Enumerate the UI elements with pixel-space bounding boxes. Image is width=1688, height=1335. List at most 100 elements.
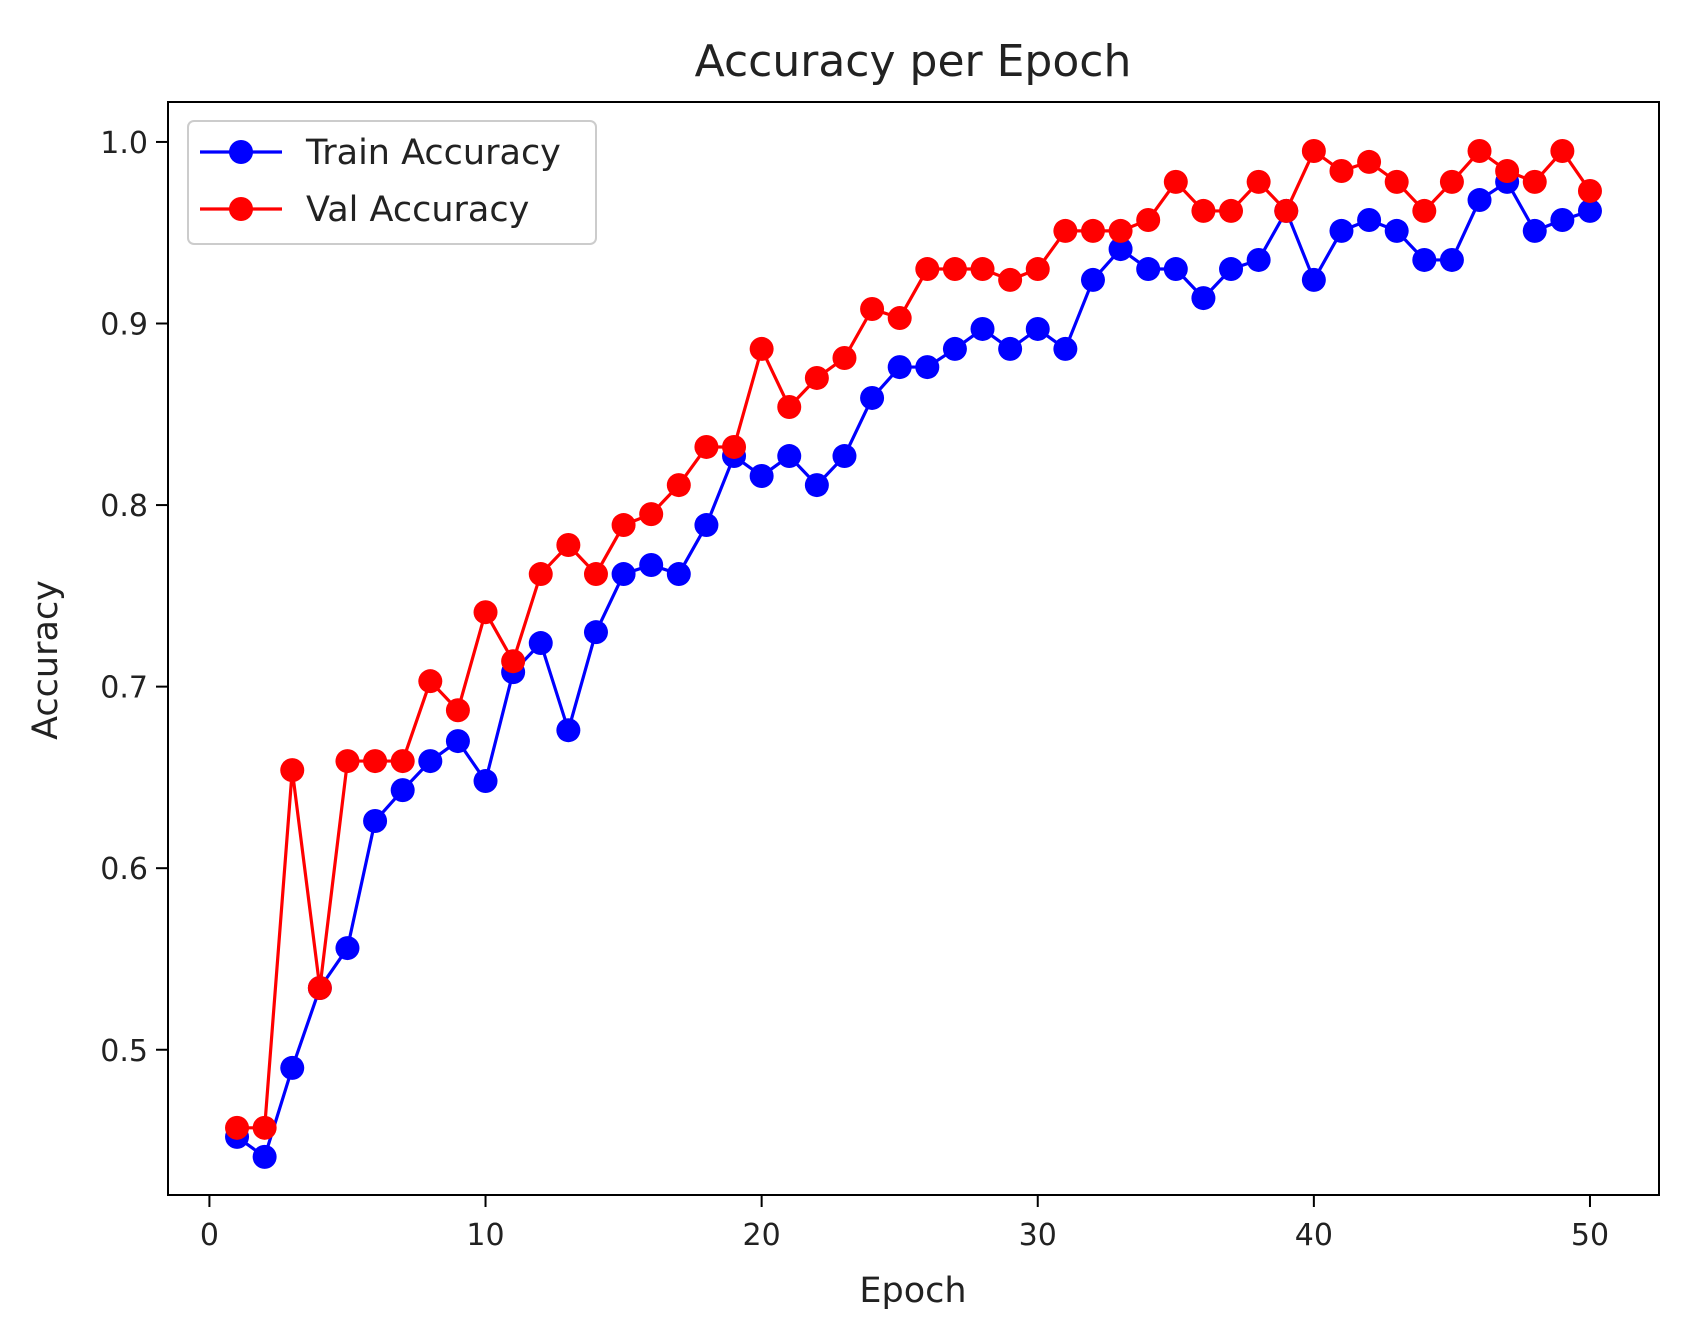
train-accuracy-point <box>335 936 360 961</box>
val-accuracy-point <box>418 669 443 694</box>
val-accuracy-point <box>915 257 940 282</box>
train-accuracy-point <box>445 729 470 754</box>
y-tick-label: 0.7 <box>100 671 148 706</box>
val-accuracy-point <box>473 600 498 625</box>
val-accuracy-point <box>1080 218 1105 243</box>
val-accuracy-point <box>1136 208 1161 233</box>
train-accuracy-point <box>583 620 608 645</box>
val-accuracy-point <box>390 749 415 774</box>
val-accuracy-point <box>1412 198 1437 223</box>
train-accuracy-point <box>1357 208 1382 233</box>
train-accuracy-point <box>1163 257 1188 282</box>
val-accuracy-point <box>583 562 608 587</box>
val-accuracy-point <box>611 513 636 538</box>
train-accuracy-point <box>887 355 912 380</box>
val-accuracy-point <box>1191 198 1216 223</box>
val-accuracy-point <box>528 562 553 587</box>
train-accuracy-point <box>280 1055 305 1080</box>
val-accuracy-point <box>1550 139 1575 164</box>
val-accuracy-point <box>225 1115 250 1140</box>
train-accuracy-point <box>1329 218 1354 243</box>
val-accuracy-point <box>1577 178 1602 203</box>
train-accuracy-point <box>1080 267 1105 292</box>
legend: Train Accuracy Val Accuracy <box>187 120 597 245</box>
train-accuracy-point <box>694 513 719 538</box>
train-accuracy-point <box>1246 247 1271 272</box>
val-accuracy-point <box>998 267 1023 292</box>
train-accuracy-point <box>390 778 415 803</box>
y-tick-label: 0.8 <box>100 489 148 524</box>
y-tick-label: 0.5 <box>100 1034 148 1069</box>
x-tick-label: 50 <box>1571 1218 1609 1253</box>
val-accuracy-point <box>1301 139 1326 164</box>
train-accuracy-point <box>1053 336 1078 361</box>
val-accuracy-point <box>280 758 305 783</box>
series-val-accuracy <box>225 139 1602 1140</box>
val-accuracy-point <box>722 434 747 459</box>
train-accuracy-point <box>1108 237 1133 262</box>
val-accuracy-point <box>1439 169 1464 194</box>
val-accuracy-point <box>1274 198 1299 223</box>
x-axis-label: Epoch <box>859 1271 966 1311</box>
y-tick-label: 0.6 <box>100 852 148 887</box>
val-accuracy-point <box>1246 169 1271 194</box>
train-accuracy-point <box>1025 316 1050 341</box>
val-accuracy-point <box>363 749 388 774</box>
y-tick-label: 1.0 <box>100 126 148 161</box>
train-accuracy-point <box>418 749 443 774</box>
train-accuracy-point <box>1136 257 1161 282</box>
train-accuracy-point <box>1550 208 1575 233</box>
val-accuracy-point <box>860 296 885 321</box>
val-accuracy-point <box>1522 169 1547 194</box>
val-accuracy-point <box>335 749 360 774</box>
val-accuracy-point <box>749 336 774 361</box>
train-accuracy-point <box>252 1144 277 1169</box>
val-accuracy-point <box>1163 169 1188 194</box>
legend-box <box>187 120 597 245</box>
train-accuracy-point <box>970 316 995 341</box>
train-accuracy-point <box>1522 218 1547 243</box>
train-accuracy-point <box>1467 188 1492 213</box>
legend-val-accuracy-label: Val Accuracy <box>306 190 529 230</box>
val-accuracy-point <box>1329 158 1354 183</box>
train-accuracy-point <box>804 473 829 498</box>
val-accuracy-point <box>777 395 802 420</box>
train-accuracy-point <box>832 444 857 469</box>
train-accuracy-point <box>528 631 553 656</box>
train-accuracy-point <box>1191 286 1216 311</box>
y-axis-label: Accuracy <box>26 580 66 740</box>
train-accuracy-point <box>915 355 940 380</box>
train-accuracy-point <box>777 444 802 469</box>
train-accuracy-point <box>860 385 885 410</box>
val-accuracy-point <box>639 502 664 527</box>
val-accuracy-point <box>501 649 526 674</box>
train-accuracy-point <box>1412 247 1437 272</box>
val-accuracy-point <box>970 257 995 282</box>
series-train-accuracy <box>225 169 1602 1169</box>
train-accuracy-point <box>998 336 1023 361</box>
val-accuracy-point <box>445 698 470 723</box>
axes-frame <box>167 101 1660 1196</box>
val-accuracy-point <box>942 257 967 282</box>
y-tick-label: 0.9 <box>100 308 148 343</box>
train-accuracy-point <box>1439 247 1464 272</box>
val-accuracy-point <box>556 533 581 558</box>
train-accuracy-point <box>666 562 691 587</box>
val-accuracy-point <box>1053 218 1078 243</box>
train-accuracy-point <box>942 336 967 361</box>
val-accuracy-point <box>252 1115 277 1140</box>
train-accuracy-point <box>611 562 636 587</box>
val-accuracy-point <box>887 306 912 331</box>
val-accuracy-point <box>1467 139 1492 164</box>
train-accuracy-point <box>556 718 581 743</box>
legend-train-accuracy-marker <box>229 140 253 164</box>
train-accuracy-point <box>1219 257 1244 282</box>
train-accuracy-point <box>639 552 664 577</box>
val-accuracy-point <box>307 976 332 1001</box>
train-accuracy-point <box>1577 198 1602 223</box>
val-accuracy-point <box>666 473 691 498</box>
plot-area: 0 10 20 30 40 50 0.5 0.6 0.7 0.8 0.9 1.0 <box>100 101 1660 1253</box>
legend-val-accuracy-marker <box>229 197 253 221</box>
x-tick-label: 0 <box>200 1218 219 1253</box>
